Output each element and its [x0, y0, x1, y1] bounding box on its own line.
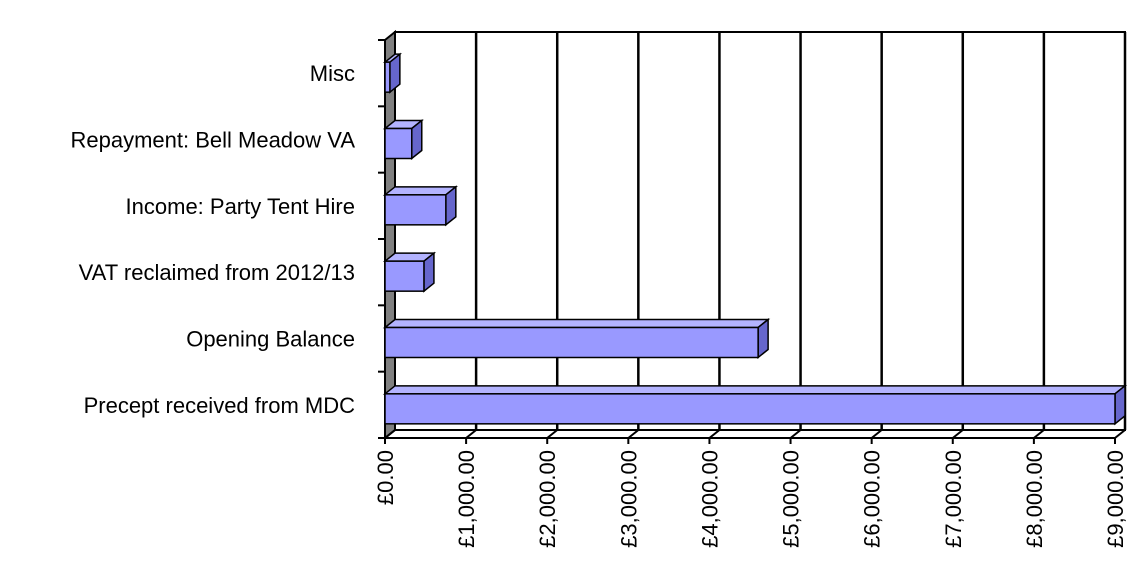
- bar-front: [384, 127, 413, 160]
- floor-diagonal: [1114, 429, 1126, 439]
- category-label: Repayment: Bell Meadow VA: [70, 128, 355, 153]
- bar: [382, 317, 771, 360]
- x-tick-labels: £0.00 £1,000.00 £2,000.00 £3,000.00 £4,000.0…: [373, 450, 1128, 548]
- floor-diagonal: [708, 429, 721, 439]
- x-tick-label: £3,000.00: [616, 450, 641, 548]
- floor-diagonal: [1033, 429, 1045, 439]
- bar-front: [384, 326, 759, 359]
- bar-front: [384, 393, 1116, 425]
- back-wall: [394, 31, 1126, 431]
- x-tick-label: £7,000.00: [941, 450, 966, 548]
- category-label: Misc: [310, 61, 355, 86]
- bar-front: [384, 194, 447, 226]
- floor-diagonal: [871, 429, 883, 439]
- bar: [382, 384, 1128, 426]
- chart-walls: [384, 29, 1126, 441]
- floor-diagonal: [952, 429, 964, 439]
- bar: [382, 251, 437, 293]
- gridlines: [378, 32, 1127, 444]
- x-tick-label: £5,000.00: [779, 450, 804, 548]
- x-tick-label: £0.00: [373, 450, 398, 505]
- floor-diagonal: [789, 429, 802, 439]
- x-tick-label: £2,000.00: [535, 450, 560, 548]
- floor-diagonal: [384, 429, 396, 439]
- x-tick-label: £8,000.00: [1022, 450, 1047, 548]
- category-labels: Precept received from MDC Opening Balance…: [70, 61, 355, 418]
- category-label: Income: Party Tent Hire: [126, 194, 355, 219]
- category-label: VAT reclaimed from 2012/13: [79, 260, 355, 285]
- x-tick-label: £1,000.00: [454, 450, 479, 548]
- bar: [382, 185, 458, 227]
- bar-top: [382, 318, 771, 329]
- x-tick-label: £4,000.00: [697, 450, 722, 548]
- bar-top: [382, 385, 1128, 395]
- x-tick-label: £6,000.00: [860, 450, 885, 548]
- bar-front: [384, 61, 391, 93]
- floor-diagonal: [546, 429, 558, 439]
- floor-diagonal: [465, 429, 477, 439]
- bar: [382, 52, 403, 94]
- bars: [382, 52, 1128, 426]
- x-tick-label: £9,000.00: [1103, 450, 1128, 548]
- floor-diagonal: [627, 429, 639, 439]
- category-label: Precept received from MDC: [84, 393, 356, 418]
- category-label: Opening Balance: [186, 327, 355, 352]
- bar: [382, 118, 424, 161]
- bar-front: [384, 260, 425, 292]
- bar-top: [382, 186, 458, 196]
